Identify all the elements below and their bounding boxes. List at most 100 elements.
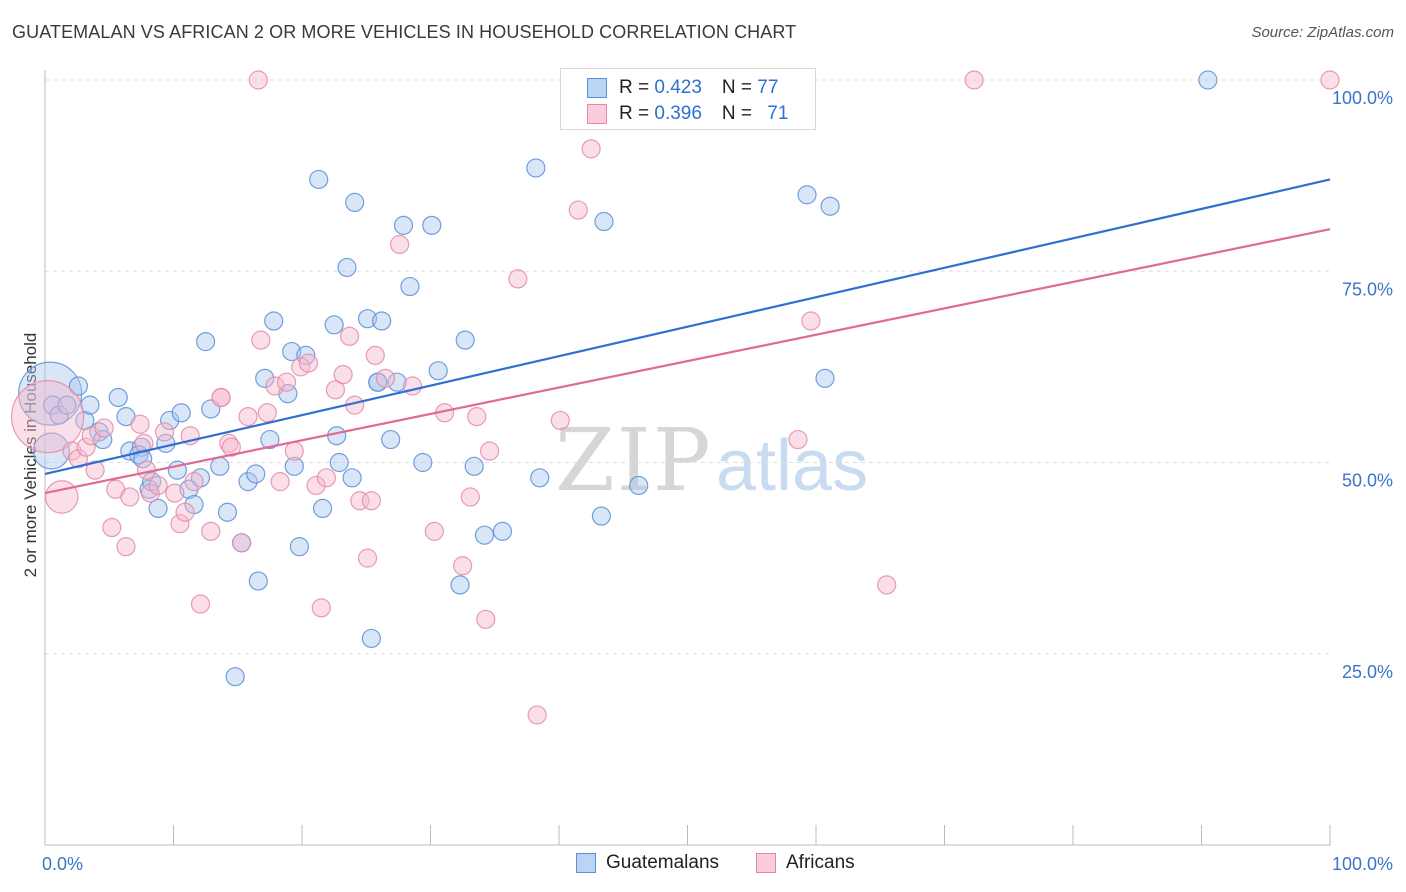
legend-item-guatemalans[interactable]: Guatemalans: [576, 852, 719, 874]
point-guatemalans: [629, 475, 649, 496]
point-africans: [339, 326, 360, 346]
legend-label-africans: Africans: [786, 852, 855, 873]
point-africans: [333, 364, 353, 385]
point-africans: [550, 410, 570, 431]
point-guatemalans: [327, 426, 347, 446]
point-guatemalans: [289, 537, 310, 557]
point-africans: [102, 517, 122, 538]
point-guatemalans: [345, 192, 365, 212]
point-africans: [44, 480, 79, 514]
point-guatemalans: [171, 403, 191, 423]
legend-swatch-africans: [587, 104, 607, 124]
point-guatemalans: [260, 429, 280, 450]
point-guatemalans: [160, 410, 180, 431]
point-africans: [460, 487, 480, 507]
point-guatemalans: [80, 395, 100, 415]
point-guatemalans: [148, 498, 168, 518]
point-africans: [85, 460, 105, 480]
legend-swatch-guatemalans: [587, 78, 607, 98]
x-tick-label: 100.0%: [1332, 854, 1393, 874]
legend-swatch-africans: [756, 853, 776, 873]
point-guatemalans: [49, 405, 69, 425]
point-africans: [270, 472, 290, 492]
point-africans: [10, 380, 85, 454]
chart-title: GUATEMALAN VS AFRICAN 2 OR MORE VEHICLES…: [12, 22, 797, 42]
point-guatemalans: [255, 368, 275, 388]
point-africans: [201, 521, 221, 541]
point-guatemalans: [815, 368, 835, 388]
point-africans: [361, 491, 381, 511]
point-africans: [467, 407, 487, 427]
watermark-zip: ZIP: [555, 411, 713, 511]
point-guatemalans: [455, 330, 475, 350]
point-africans: [94, 418, 114, 438]
point-africans: [184, 472, 204, 492]
x-tick-label: 0.0%: [42, 854, 83, 874]
trendline-guatemalans: [44, 178, 1331, 476]
point-africans: [350, 491, 370, 511]
point-africans: [221, 437, 241, 457]
point-guatemalans: [413, 452, 433, 473]
point-africans: [238, 407, 258, 427]
point-africans: [154, 422, 175, 442]
point-africans: [390, 234, 410, 255]
point-guatemalans: [264, 311, 284, 331]
point-africans: [165, 483, 185, 503]
point-guatemalans: [217, 502, 238, 522]
point-guatemalans: [337, 257, 357, 278]
point-africans: [480, 441, 500, 461]
legend-label-guatemalans: Guatemalans: [606, 852, 720, 873]
point-africans: [1320, 70, 1340, 90]
y-tick-label: 25.0%: [1342, 662, 1393, 682]
point-guatemalans: [225, 667, 245, 687]
point-africans: [801, 311, 821, 331]
point-guatemalans: [238, 472, 258, 492]
point-guatemalans: [324, 315, 344, 335]
point-africans: [365, 345, 385, 365]
y-tick-label: 50.0%: [1342, 471, 1393, 491]
point-africans: [453, 556, 473, 576]
point-africans: [276, 372, 297, 392]
point-africans: [120, 487, 140, 507]
point-guatemalans: [526, 158, 546, 178]
point-africans: [964, 70, 984, 90]
legend-n-value: 77: [757, 77, 779, 98]
point-guatemalans: [312, 498, 333, 518]
point-africans: [265, 376, 285, 396]
legend-r-label: R =: [619, 77, 655, 98]
y-tick-label: 75.0%: [1342, 279, 1393, 299]
point-guatemalans: [400, 276, 420, 297]
legend-row-africans: R = 0.396 N = 71: [561, 101, 788, 127]
point-africans: [316, 468, 337, 488]
legend-row-guatemalans: R = 0.423 N = 77: [561, 75, 778, 101]
point-africans: [68, 449, 89, 469]
point-guatemalans: [108, 387, 128, 408]
point-guatemalans: [591, 506, 612, 526]
point-guatemalans: [422, 215, 442, 235]
point-africans: [298, 353, 319, 373]
legend-item-africans[interactable]: Africans: [756, 852, 855, 874]
point-guatemalans: [210, 456, 230, 476]
point-guatemalans: [361, 628, 381, 649]
point-africans: [325, 380, 346, 400]
point-guatemalans: [428, 361, 448, 381]
point-guatemalans: [381, 429, 401, 450]
point-africans: [476, 609, 496, 629]
point-africans: [190, 594, 211, 614]
point-guatemalans: [530, 468, 550, 488]
point-guatemalans: [32, 432, 71, 470]
point-africans: [76, 437, 96, 457]
point-africans: [140, 483, 160, 503]
legend-n-value: 71: [767, 103, 789, 124]
point-guatemalans: [43, 395, 63, 415]
legend-n-label: N =: [721, 103, 758, 124]
point-guatemalans: [57, 395, 77, 415]
point-guatemalans: [464, 456, 484, 476]
point-guatemalans: [282, 341, 302, 362]
point-guatemalans: [309, 169, 329, 190]
point-guatemalans: [357, 309, 378, 329]
point-africans: [211, 387, 231, 408]
y-tick-label: 100.0%: [1332, 88, 1393, 108]
point-guatemalans: [296, 345, 316, 365]
